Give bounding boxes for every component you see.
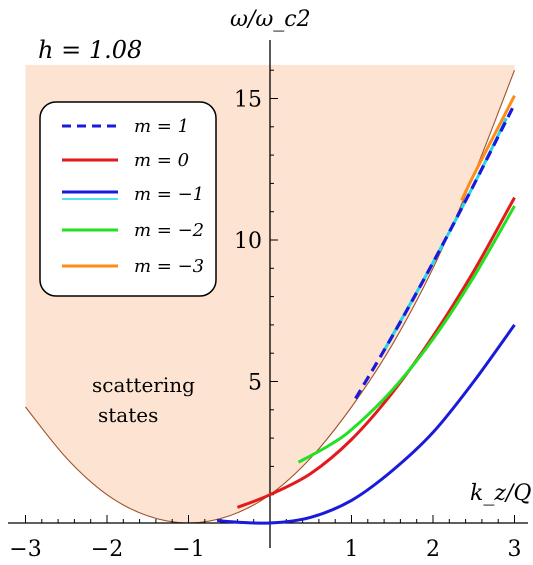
y-tick-label: 5 xyxy=(248,371,262,396)
legend-label-m-neg1: m = −1 xyxy=(134,184,204,205)
legend-label-m0: m = 0 xyxy=(134,150,189,171)
x-tick-label: 3 xyxy=(508,537,522,562)
legend-label-m-neg3: m = −3 xyxy=(134,256,204,277)
chart-title: h = 1.08 xyxy=(38,36,142,64)
legend-label-m1: m = 1 xyxy=(134,116,189,137)
x-tick-label: 2 xyxy=(426,537,440,562)
x-axis-label: k_z/Q xyxy=(470,481,531,506)
series-line-m-3 xyxy=(460,95,516,202)
data-series xyxy=(216,95,516,525)
y-axis-label: ω/ω_c2 xyxy=(230,7,311,32)
legend: m = 1 m = 0 m = −1 m = −2 m = −3 xyxy=(39,101,217,297)
x-tick-label: −3 xyxy=(9,537,41,562)
x-tick-label: 1 xyxy=(345,537,359,562)
series-line-m-2 xyxy=(297,205,516,464)
legend-label-m-neg2: m = −2 xyxy=(134,220,204,241)
series-line-m-1 xyxy=(354,103,516,400)
x-tick-label: −2 xyxy=(91,537,123,562)
x-tick-label: −1 xyxy=(172,537,204,562)
region-label-line-1: scattering xyxy=(92,373,195,397)
region-label-line-2: states xyxy=(98,403,158,427)
legend-box xyxy=(39,101,217,297)
y-tick-label: 10 xyxy=(234,229,262,254)
y-tick-label: 15 xyxy=(234,88,262,113)
series-line-m-0 xyxy=(236,196,516,509)
axes: −3 −2 −1 1 2 3 5 10 15 xyxy=(8,40,528,562)
series-line-m-1 xyxy=(216,324,516,525)
